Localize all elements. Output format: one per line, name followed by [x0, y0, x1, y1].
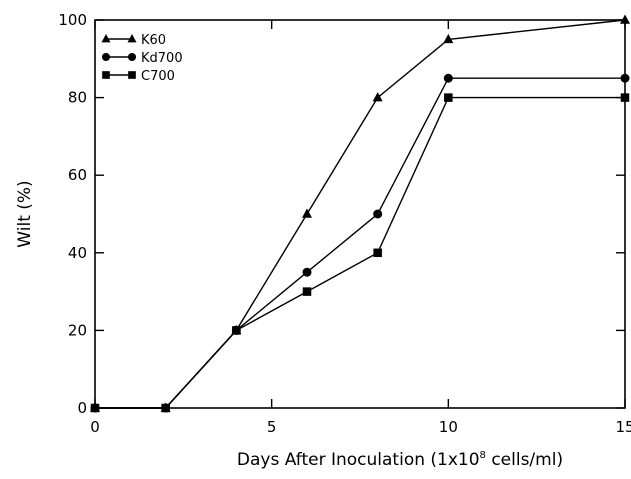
- plot-frame: [94, 19, 626, 409]
- series-c700: [90, 93, 630, 413]
- legend-marker-right-kd700: [127, 52, 137, 62]
- legend-marker-left-kd700: [101, 52, 111, 62]
- legend-marker-left-k60: [101, 34, 111, 43]
- data-point-k60: [443, 33, 454, 44]
- data-point-kd700: [373, 209, 383, 219]
- data-point-kd700: [620, 73, 630, 83]
- legend-item-kd700: Kd700: [101, 51, 183, 66]
- data-point-c700: [444, 93, 453, 102]
- data-point-kd700: [443, 73, 453, 83]
- x-axis-title: Days After Inoculation (1x108 cells/ml): [237, 450, 563, 470]
- data-point-k60: [372, 92, 383, 102]
- y-tick-label: 100: [58, 11, 87, 29]
- y-tick-label: 20: [68, 321, 87, 339]
- x-tick-label: 15: [615, 418, 631, 436]
- x-tick-label: 10: [439, 418, 458, 436]
- legend-item-k60: K60: [101, 33, 166, 48]
- y-tick-label: 40: [68, 244, 87, 262]
- data-point-c700: [620, 93, 630, 102]
- y-tick-label: 80: [68, 89, 87, 107]
- x-axis-title-suffix: cells/ml): [486, 450, 563, 470]
- data-point-c700: [161, 403, 170, 413]
- x-tick-label: 5: [267, 418, 277, 436]
- legend: K60 Kd700 C700: [101, 33, 183, 84]
- legend-marker-left-c700: [102, 71, 110, 79]
- axis-ticks: 0 5 10 15 0 20 40 60 80 100: [58, 11, 631, 436]
- data-point-c700: [302, 287, 312, 296]
- series-line-c700: [95, 96, 625, 409]
- data-point-k60: [302, 208, 312, 218]
- legend-marker-right-c700: [128, 71, 136, 79]
- series-kd700: [90, 73, 630, 413]
- data-point-c700: [232, 326, 241, 335]
- x-tick-label: 0: [90, 418, 100, 436]
- data-point-kd700: [302, 267, 312, 277]
- data-point-c700: [373, 248, 382, 258]
- legend-item-c700: C700: [102, 69, 175, 84]
- y-axis-title: Wilt (%): [15, 180, 35, 247]
- legend-label-k60: K60: [141, 33, 166, 48]
- series-group: [90, 14, 630, 413]
- data-point-c700: [90, 403, 100, 413]
- data-point-k60: [620, 14, 630, 24]
- x-axis-title-superscript: 8: [480, 450, 486, 461]
- legend-label-c700: C700: [141, 69, 175, 84]
- legend-label-kd700: Kd700: [141, 51, 183, 66]
- x-axis-title-main: Days After Inoculation (1x10: [237, 450, 480, 470]
- y-tick-label: 60: [68, 166, 87, 184]
- legend-marker-right-k60: [127, 34, 137, 43]
- y-tick-label: 0: [77, 399, 87, 417]
